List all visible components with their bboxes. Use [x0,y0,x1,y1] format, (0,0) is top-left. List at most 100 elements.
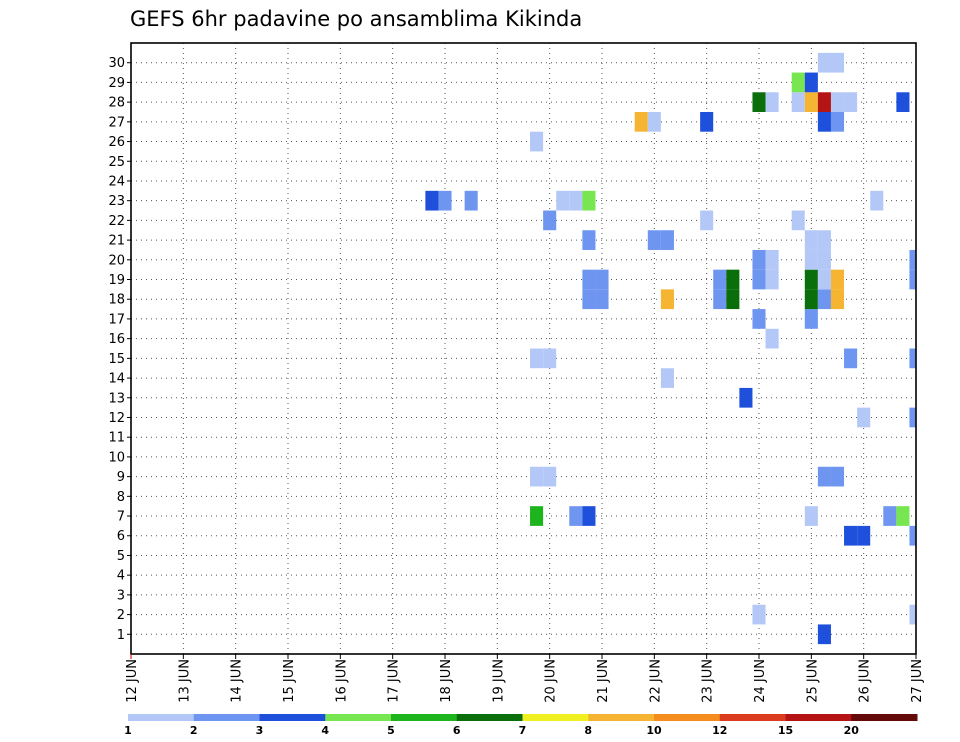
colorbar-swatch [851,714,918,721]
colorbar-swatch [654,714,721,721]
precip-cell [700,210,714,231]
precip-cell [817,289,831,310]
precip-cell [870,190,884,211]
precip-cell [844,348,858,369]
precip-cell [791,72,805,93]
y-tick-label: 11 [108,431,125,446]
precip-cell [804,506,818,526]
colorbar-label: 3 [256,724,264,737]
precip-cell [804,289,818,310]
precip-cell [647,111,661,132]
x-tick-label: 20 JUN [544,659,559,703]
x-tick-label: 17 JUN [387,659,402,703]
precip-cell [752,309,766,329]
y-tick-label: 5 [117,549,125,564]
precip-cell [530,466,544,487]
precip-cell [530,348,544,369]
precip-cell [660,368,674,388]
colorbar-swatch [456,714,523,721]
y-axis: 1234567891011121314151617181920212223242… [108,56,131,643]
colorbar-label: 6 [453,724,461,737]
precip-cell [804,92,818,112]
y-tick-label: 29 [108,76,125,91]
precip-cell [569,190,583,211]
precip-cell [909,407,916,428]
x-tick-label: 13 JUN [177,659,192,703]
precip-cell [752,269,766,290]
grid [131,43,916,654]
colorbar-swatch [719,714,786,721]
precip-cell [844,92,858,112]
y-tick-label: 8 [117,490,125,505]
colorbar-label: 1 [124,724,132,737]
y-tick-label: 24 [108,174,125,189]
precip-cell [438,190,452,211]
colorbar-swatch [391,714,458,721]
x-tick-label: 26 JUN [858,659,873,703]
precipitation-cells [425,52,916,645]
x-tick-label: 12 JUN [125,659,140,703]
colorbar-label: 12 [712,724,727,737]
precip-cell [804,72,818,93]
colorbar-swatch [193,714,260,721]
precip-cell [909,348,916,369]
precip-cell [857,407,871,428]
chart-title: GEFS 6hr padavine po ansamblima Kikinda [130,7,582,31]
precip-cell [700,111,714,132]
x-tick-label: 24 JUN [753,659,768,703]
precip-cell [830,466,845,487]
precip-cell [844,525,858,546]
precip-cell [713,289,727,310]
precip-cell [634,111,648,132]
precip-cell [582,269,596,290]
precip-cell [830,92,845,112]
colorbar-swatch [522,714,589,721]
y-tick-label: 17 [108,312,125,327]
colorbar-label: 4 [321,724,329,737]
colorbar-label: 10 [646,724,662,737]
x-tick-label: 14 JUN [230,659,245,703]
precip-cell [817,269,831,290]
precip-cell [817,624,831,645]
colorbar-label: 8 [584,724,592,737]
precip-cell [595,289,609,310]
precip-cell [556,190,570,211]
y-tick-label: 22 [108,214,125,229]
y-tick-label: 2 [117,608,125,623]
precip-cell [804,309,818,329]
precip-cell [530,131,544,152]
colorbar-label: 2 [190,724,198,737]
precip-cell [830,289,845,310]
precip-cell [660,230,674,250]
precip-cell [765,269,779,290]
colorbar-label: 5 [387,724,395,737]
precip-cell [765,328,779,349]
precip-cell [804,269,818,290]
colorbar-swatch [325,714,392,721]
y-tick-label: 28 [108,96,125,111]
y-tick-label: 21 [108,234,125,249]
precip-cell [883,506,897,526]
precip-cell [765,92,779,112]
precip-cell [765,249,779,270]
precip-cell [530,506,544,526]
y-tick-label: 25 [108,155,125,170]
colorbar-label: 20 [844,724,860,737]
precip-cell [817,249,831,270]
y-tick-label: 19 [108,273,125,288]
y-tick-label: 13 [108,391,125,406]
y-tick-label: 4 [117,569,125,584]
y-tick-label: 15 [108,352,125,367]
precip-cell [909,249,916,270]
precip-cell [582,506,596,526]
x-tick-label: 21 JUN [596,659,611,703]
x-tick-label: 22 JUN [648,659,663,703]
precip-cell [569,506,583,526]
y-tick-label: 23 [108,194,125,209]
precip-cell [752,604,766,625]
colorbar-swatch [588,714,655,721]
precip-cell [726,289,740,310]
precip-cell [896,506,910,526]
precip-cell [896,92,910,112]
